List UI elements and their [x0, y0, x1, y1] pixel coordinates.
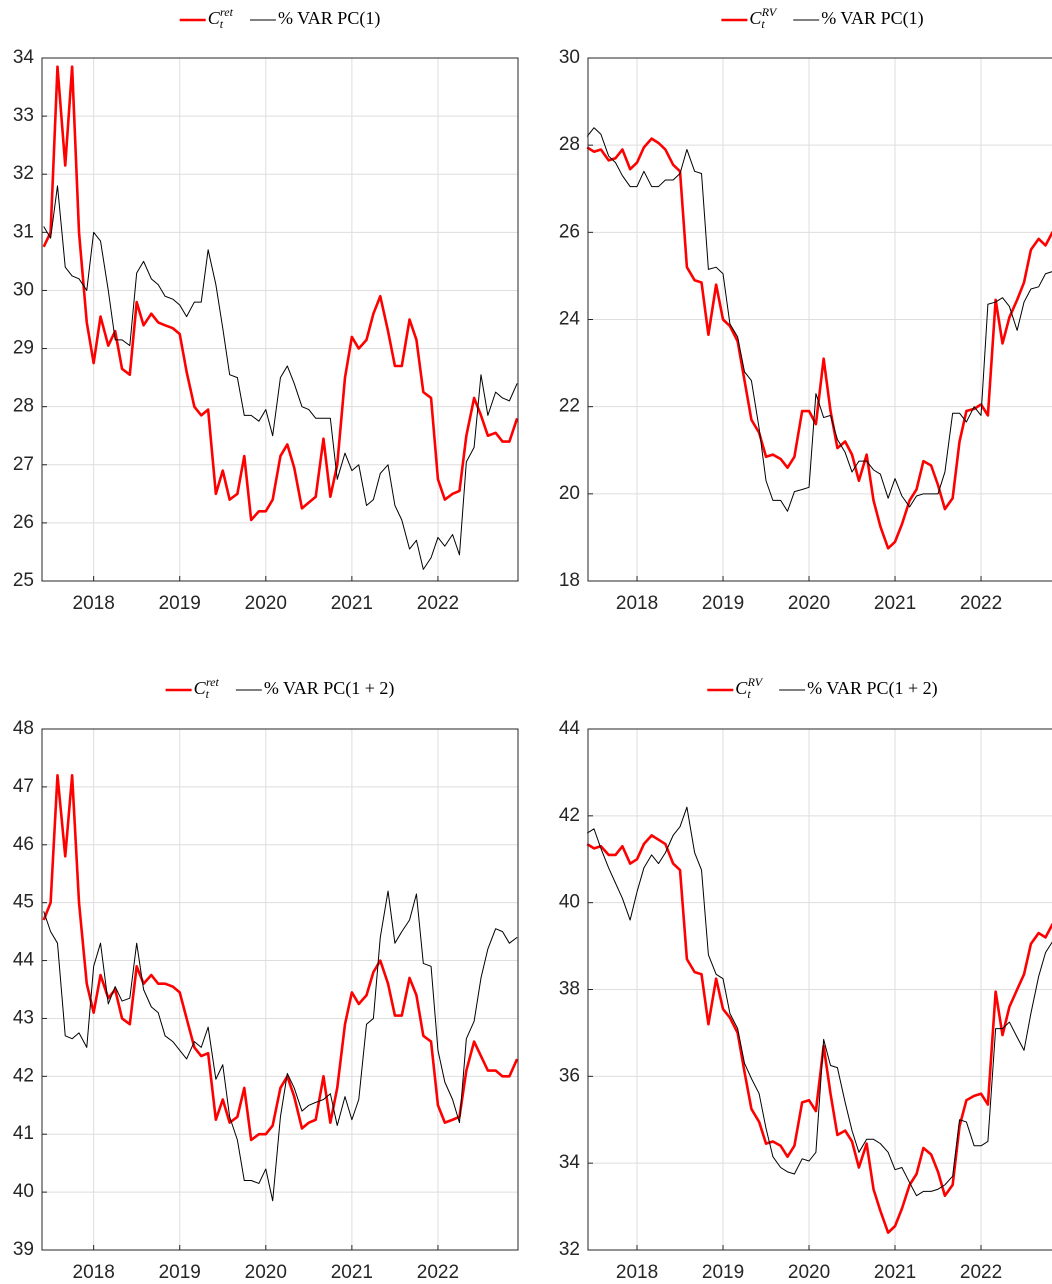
y-tick-label: 28 — [559, 134, 580, 155]
plot-area — [42, 58, 518, 581]
x-tick-label: 2019 — [159, 593, 201, 614]
legend-label: Ctret — [194, 675, 220, 701]
panel: 2018 2019 2020 2021 2022 25 26 27 28 29 30 31 32 33 34 — [13, 47, 519, 614]
axes-frame — [587, 57, 1052, 582]
series-line — [42, 65, 519, 522]
y-tick-label: 18 — [559, 570, 580, 591]
y-tick-label: 43 — [13, 1007, 34, 1028]
x-tick-label: 2021 — [874, 593, 916, 614]
y-tick-label: 34 — [559, 1152, 581, 1173]
y-tick-label: 25 — [13, 570, 34, 591]
y-tick-label: 22 — [559, 396, 580, 417]
y-tick-label: 40 — [559, 892, 580, 913]
y-tick-label: 29 — [13, 338, 34, 359]
legend: Ctret % VAR PC(1 + 2) — [165, 675, 395, 701]
legend: CtRV % VAR PC(1) — [721, 5, 924, 31]
y-tick-label: 26 — [13, 512, 34, 533]
axes-frame — [587, 728, 1052, 1251]
x-tick-label: 2018 — [616, 1262, 658, 1283]
y-tick-label: 26 — [559, 221, 580, 242]
x-tick-label: 2021 — [331, 1262, 373, 1283]
legend-label: % VAR PC(1 + 2) — [264, 678, 395, 699]
y-tick-label: 24 — [559, 309, 581, 330]
y-tick-label: 38 — [559, 979, 580, 1000]
series-line — [43, 890, 518, 1202]
y-tick-label: 30 — [559, 47, 580, 68]
y-tick-label: 44 — [13, 950, 35, 971]
series-line — [43, 185, 518, 570]
x-tick-label: 2019 — [702, 593, 744, 614]
y-tick-label: 32 — [559, 1239, 580, 1260]
legend-label: Ctret — [208, 5, 234, 31]
y-tick-label: 28 — [13, 396, 34, 417]
panel: 2018 2019 2020 2021 2022 39 40 41 42 43 44 45 46 47 48 — [13, 718, 519, 1283]
x-tick-label: 2022 — [417, 593, 459, 614]
x-tick-label: 2021 — [331, 593, 373, 614]
x-tick-label: 2019 — [159, 1262, 201, 1283]
series-line — [586, 127, 1052, 512]
panel: 2018 2019 2020 2021 2022 32 34 36 38 40 42 44 — [559, 718, 1052, 1283]
x-tick-label: 2021 — [874, 1262, 916, 1283]
y-tick-label: 34 — [13, 47, 35, 68]
y-tick-label: 48 — [13, 718, 34, 739]
y-tick-label: 36 — [559, 1065, 580, 1086]
y-tick-label: 27 — [13, 454, 34, 475]
legend: Ctret % VAR PC(1) — [179, 5, 380, 31]
legend-label: CtRV — [749, 5, 777, 31]
x-tick-label: 2020 — [245, 593, 287, 614]
axes-frame — [41, 57, 519, 582]
series-line — [586, 137, 1052, 550]
x-tick-label: 2020 — [245, 1262, 287, 1283]
x-tick-label: 2018 — [616, 593, 658, 614]
legend-label: % VAR PC(1 + 2) — [807, 678, 938, 699]
y-tick-label: 20 — [559, 483, 580, 504]
y-tick-label: 46 — [13, 834, 34, 855]
legend-label: CtRV — [735, 675, 763, 701]
x-tick-label: 2020 — [788, 593, 830, 614]
legend-label: % VAR PC(1) — [278, 8, 380, 29]
legend-label: % VAR PC(1) — [821, 8, 923, 29]
y-tick-label: 42 — [13, 1065, 34, 1086]
y-tick-label: 40 — [13, 1181, 34, 1202]
plot-area — [42, 729, 518, 1250]
y-tick-label: 31 — [13, 221, 34, 242]
x-tick-label: 2019 — [702, 1262, 744, 1283]
x-tick-label: 2022 — [960, 593, 1002, 614]
y-tick-label: 41 — [13, 1123, 34, 1144]
axes-frame — [41, 728, 519, 1251]
x-tick-label: 2022 — [960, 1262, 1002, 1283]
y-tick-label: 42 — [559, 805, 580, 826]
legend: CtRV % VAR PC(1 + 2) — [707, 675, 938, 701]
y-tick-label: 44 — [559, 718, 581, 739]
y-tick-label: 32 — [13, 163, 34, 184]
x-tick-label: 2018 — [73, 593, 115, 614]
x-tick-label: 2022 — [417, 1262, 459, 1283]
series-line — [586, 806, 1052, 1197]
y-tick-label: 45 — [13, 892, 34, 913]
y-tick-label: 33 — [13, 105, 34, 126]
x-tick-label: 2018 — [73, 1262, 115, 1283]
y-tick-label: 30 — [13, 279, 34, 300]
y-tick-label: 39 — [13, 1239, 34, 1260]
series-line — [42, 774, 519, 1142]
x-tick-label: 2020 — [788, 1262, 830, 1283]
y-tick-label: 47 — [13, 776, 34, 797]
